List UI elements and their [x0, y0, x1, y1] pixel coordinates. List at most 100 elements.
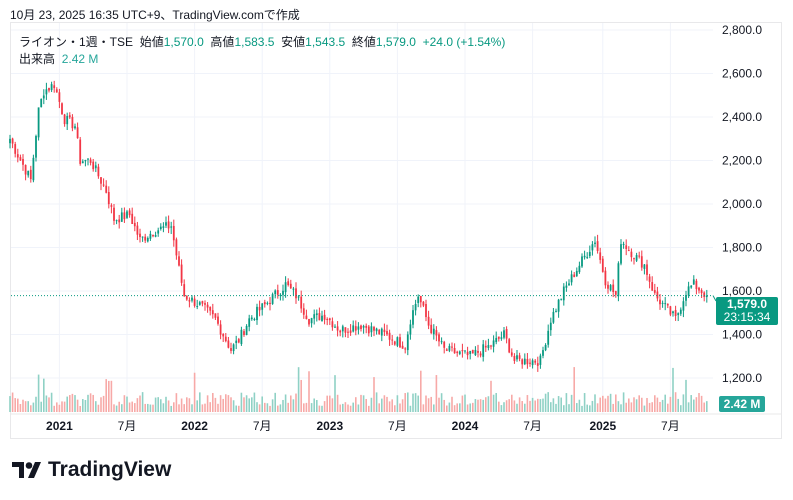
- candle-body: [497, 336, 500, 339]
- x-tick-label: 2024: [452, 419, 479, 433]
- candle-body: [552, 311, 555, 323]
- x-tick-label: 2025: [589, 419, 616, 433]
- candle-body: [282, 290, 284, 295]
- volume-bar: [687, 402, 690, 412]
- tradingview-logo[interactable]: TradingView: [12, 458, 171, 482]
- candle-body: [360, 325, 362, 329]
- candle-body: [672, 311, 674, 314]
- price-chart[interactable]: 1,200.0 1,400.0 1,600.0 1,800.0 2,000.0 2,200…: [0, 0, 793, 450]
- volume-bar: [282, 399, 284, 412]
- volume-bar: [617, 401, 620, 412]
- candle-body: [289, 283, 292, 289]
- volume-bar: [529, 400, 531, 412]
- volume-bar: [256, 402, 258, 412]
- candle-body: [648, 276, 651, 282]
- candle-body: [349, 330, 352, 333]
- x-tick-label: 7月: [523, 419, 542, 433]
- volume-bar: [279, 404, 282, 412]
- volume-bar: [401, 399, 404, 412]
- candle-body: [105, 185, 108, 193]
- candle-body: [471, 350, 474, 354]
- candle-body: [209, 306, 212, 311]
- candle-body: [154, 235, 157, 237]
- candle-body: [352, 325, 355, 332]
- candle-body: [674, 310, 677, 316]
- volume-bar: [199, 392, 201, 412]
- y-tick-label: 1,600.0: [722, 284, 762, 298]
- volume-bar: [318, 405, 321, 412]
- candle-body: [375, 328, 378, 332]
- volume-bar: [563, 405, 565, 412]
- volume-bar: [565, 393, 568, 412]
- volume-bar: [274, 392, 276, 412]
- candle-body: [183, 284, 186, 297]
- y-tick-label: 1,800.0: [722, 241, 762, 255]
- candle-body: [230, 348, 232, 351]
- candle-body: [29, 169, 32, 180]
- volume-bar: [214, 397, 217, 412]
- volume-bar: [191, 404, 193, 412]
- candle-body: [625, 245, 628, 249]
- candle-body: [630, 251, 633, 258]
- candle-body: [284, 282, 287, 293]
- chart-caption: 10月 23, 2025 16:35 UTC+9、TradingView.com…: [10, 8, 300, 22]
- volume-bar: [310, 403, 313, 412]
- open-value: 1,570.0: [163, 35, 204, 49]
- volume-bar: [225, 394, 227, 412]
- close-value: 1,579.0: [375, 35, 416, 49]
- candle-body: [500, 337, 503, 339]
- candle-body: [126, 211, 128, 218]
- candle-body: [128, 210, 131, 216]
- volume-bar: [110, 380, 113, 412]
- volume-bar: [17, 398, 19, 412]
- candle-body: [152, 234, 154, 237]
- candle-body: [14, 144, 17, 154]
- volume-bar: [693, 399, 695, 412]
- candle-body: [310, 318, 313, 324]
- volume-bar: [313, 398, 315, 412]
- x-tick-label: 2023: [316, 419, 343, 433]
- y-tick-label: 2,800.0: [722, 23, 762, 37]
- volume-bar: [383, 395, 386, 412]
- volume-bar: [594, 394, 596, 412]
- tradingview-logo-icon: [12, 462, 41, 478]
- candle-body: [518, 355, 521, 359]
- candle-body: [71, 116, 74, 129]
- volume-bar: [477, 399, 479, 412]
- volume-bar: [386, 396, 388, 412]
- volume-bar: [602, 395, 604, 412]
- candle-body: [417, 296, 420, 303]
- volume-bar: [149, 404, 152, 412]
- volume-bar: [451, 396, 453, 412]
- volume-bar: [196, 400, 198, 412]
- candle-body: [263, 302, 266, 305]
- candle-body: [133, 222, 136, 227]
- candle-body: [295, 288, 297, 299]
- volume-bar: [92, 394, 94, 412]
- volume-bar: [547, 392, 549, 412]
- volume-bar: [300, 379, 302, 412]
- candle-body: [575, 270, 578, 277]
- volume-bar: [175, 393, 178, 412]
- candle-body: [516, 355, 518, 360]
- volume-bar: [531, 397, 534, 412]
- candle-body: [607, 284, 609, 289]
- ohlc-legend: ライオン・1週・TSE 始値1,570.0 高値1,583.5 安値1,543.…: [19, 34, 505, 68]
- candle-body: [206, 304, 209, 308]
- candle-body: [391, 339, 394, 341]
- candle-body: [588, 251, 591, 257]
- volume-bar: [539, 399, 542, 412]
- symbol-label[interactable]: ライオン・1週・TSE: [19, 35, 134, 49]
- volume-bar: [339, 404, 341, 412]
- candle-body: [646, 264, 648, 275]
- candle-body: [422, 301, 425, 306]
- volume-bar: [271, 399, 274, 412]
- volume-bar: [258, 404, 261, 412]
- volume-bar: [427, 398, 430, 412]
- volume-bar: [188, 398, 191, 412]
- candle-body: [354, 326, 357, 331]
- volume-bar: [599, 397, 601, 412]
- volume-bar: [245, 395, 248, 412]
- volume-series: [9, 367, 708, 412]
- volume-bar: [381, 398, 383, 412]
